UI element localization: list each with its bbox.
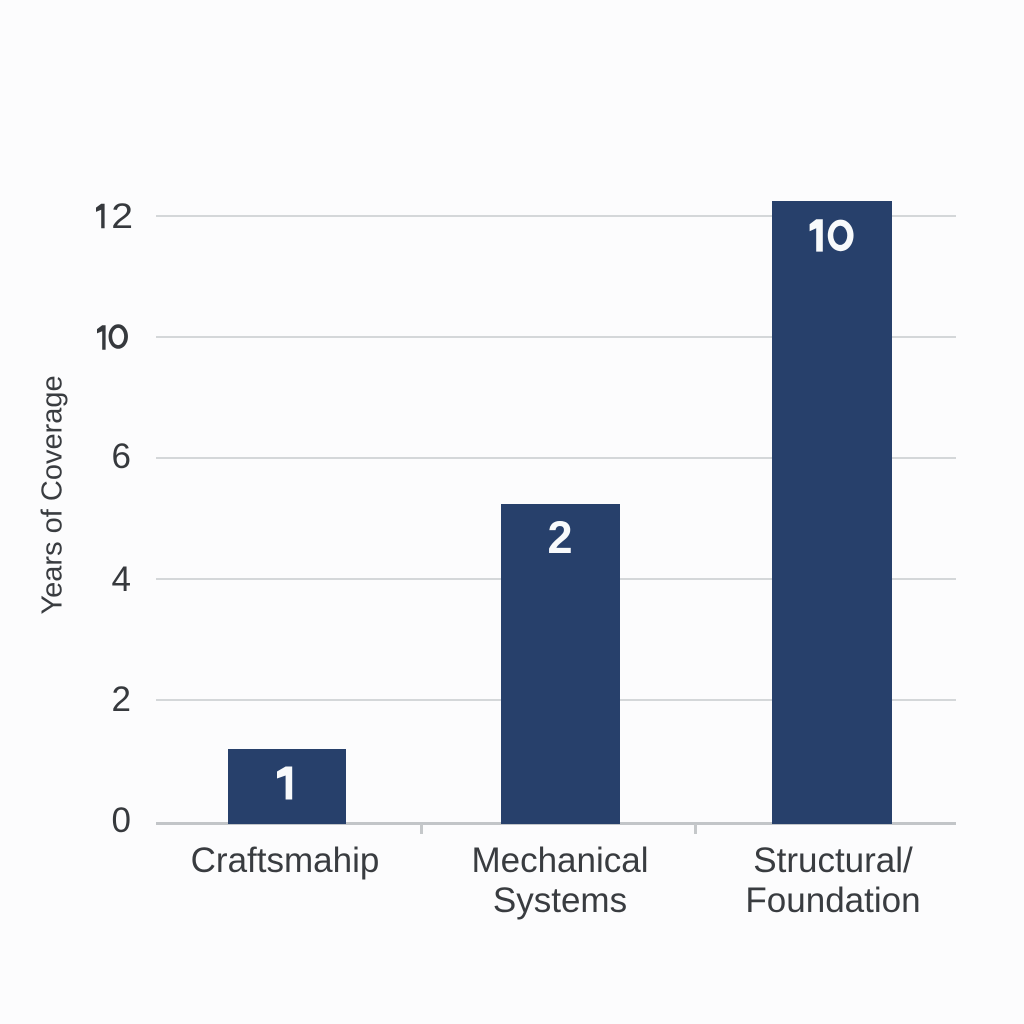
svg-text:2: 2 [111,200,133,232]
